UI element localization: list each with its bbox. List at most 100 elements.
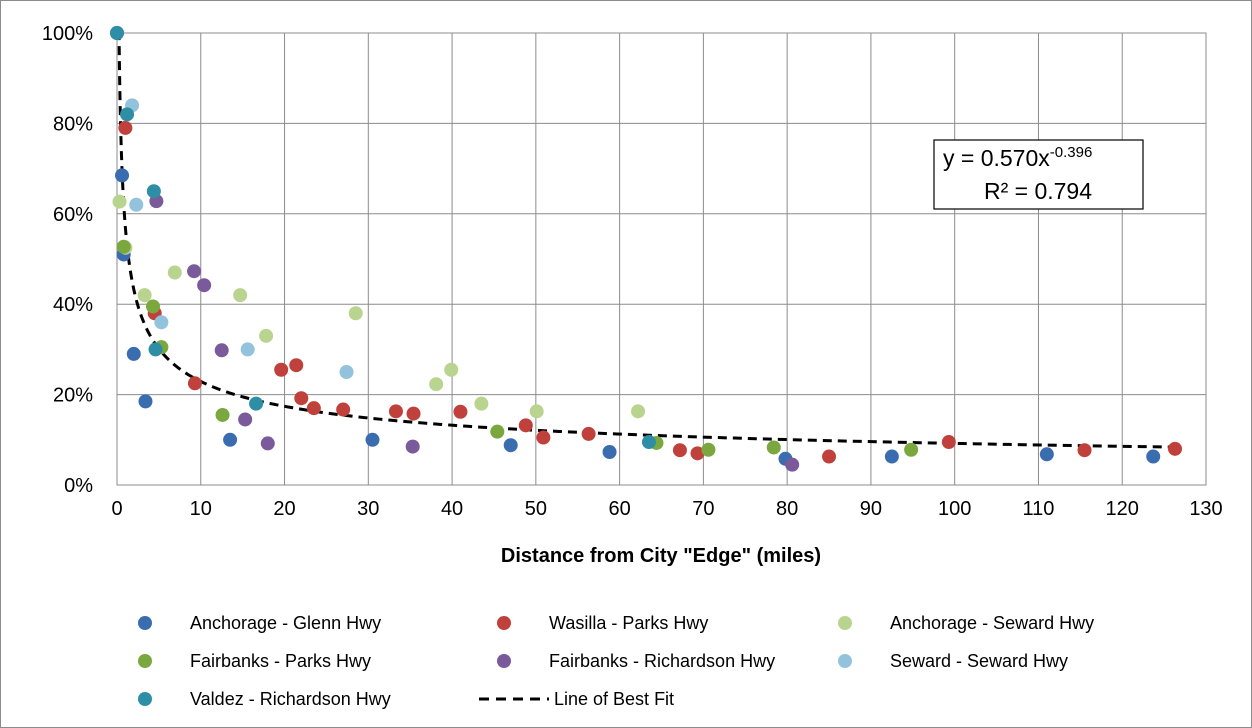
y-tick-label: 40% [53, 294, 93, 316]
point-wasilla-parks-hwy [672, 443, 687, 458]
legend-label-seward-seward-hwy: Seward - Seward Hwy [890, 651, 1068, 671]
equation-box-frame [933, 139, 1144, 210]
point-valdez-richardson-hwy [110, 26, 124, 40]
point-seward-seward-hwy [240, 342, 255, 357]
x-tick-label: 80 [776, 498, 798, 520]
point-anchorage-seward-hwy [631, 404, 646, 419]
x-tick-label: 40 [441, 498, 463, 520]
point-anchorage-glenn-hwy [138, 394, 153, 409]
point-wasilla-parks-hwy [289, 358, 304, 373]
point-wasilla-parks-hwy [294, 391, 309, 406]
point-wasilla-parks-hwy [453, 404, 468, 419]
point-seward-seward-hwy [154, 315, 169, 330]
x-tick-label: 120 [1106, 498, 1139, 520]
y-tick-label: 0% [64, 475, 93, 497]
point-wasilla-parks-hwy [536, 430, 551, 445]
point-anchorage-glenn-hwy [115, 168, 130, 183]
point-anchorage-glenn-hwy [602, 445, 617, 460]
point-fairbanks-richardson-hwy [405, 439, 420, 454]
legend-marker-wasilla-parks-hwy [497, 616, 511, 630]
plot-area [116, 32, 1207, 486]
y-tick-label: 60% [53, 204, 93, 226]
point-wasilla-parks-hwy [941, 435, 956, 450]
legend-label-valdez-richardson-hwy: Valdez - Richardson Hwy [190, 689, 391, 709]
legend: Anchorage - Glenn Hwy Wasilla - Parks Hwy… [138, 613, 1094, 709]
point-fairbanks-richardson-hwy [785, 457, 800, 472]
point-anchorage-seward-hwy [474, 396, 489, 411]
point-wasilla-parks-hwy [306, 401, 321, 416]
point-wasilla-parks-hwy [274, 362, 289, 377]
point-anchorage-glenn-hwy [1146, 449, 1161, 464]
legend-marker-anchorage-seward-hwy [838, 616, 852, 630]
point-valdez-richardson-hwy [148, 342, 163, 357]
fit-equation: y = 0.570x-0.396 [943, 144, 1092, 171]
legend-label-anchorage-glenn-hwy: Anchorage - Glenn Hwy [190, 613, 381, 633]
point-anchorage-glenn-hwy [503, 438, 518, 453]
point-valdez-richardson-hwy [120, 107, 135, 122]
point-wasilla-parks-hwy [518, 418, 533, 433]
point-anchorage-seward-hwy [167, 265, 182, 280]
point-valdez-richardson-hwy [146, 184, 161, 199]
x-tick-label: 10 [190, 498, 212, 520]
point-fairbanks-parks-hwy [116, 239, 131, 254]
point-anchorage-seward-hwy [529, 404, 544, 419]
point-fairbanks-parks-hwy [904, 442, 919, 457]
x-tick-label: 20 [273, 498, 295, 520]
point-seward-seward-hwy [339, 365, 354, 379]
legend-marker-fairbanks-richardson-hwy [497, 654, 511, 668]
x-tick-label: 0 [111, 498, 122, 520]
point-anchorage-seward-hwy [259, 328, 274, 343]
x-axis-title: Distance from City "Edge" (miles) [501, 545, 821, 567]
y-tick-label: 20% [53, 385, 93, 407]
point-anchorage-seward-hwy [348, 306, 363, 321]
legend-marker-fairbanks-parks-hwy [138, 654, 152, 668]
y-tick-label: 100% [42, 23, 93, 45]
point-anchorage-seward-hwy [429, 377, 444, 392]
x-tick-label: 70 [692, 498, 714, 520]
point-wasilla-parks-hwy [1168, 441, 1183, 456]
x-tick-label: 130 [1189, 498, 1222, 520]
point-seward-seward-hwy [129, 197, 144, 212]
point-wasilla-parks-hwy [388, 404, 403, 419]
r-squared: R² = 0.794 [984, 178, 1092, 204]
point-fairbanks-parks-hwy [146, 299, 161, 314]
point-valdez-richardson-hwy [249, 396, 264, 411]
point-wasilla-parks-hwy [1077, 443, 1092, 458]
point-anchorage-seward-hwy [112, 194, 127, 209]
legend-marker-seward-seward-hwy [838, 654, 852, 668]
point-anchorage-glenn-hwy [884, 449, 899, 464]
x-tick-label: 50 [525, 498, 547, 520]
point-anchorage-glenn-hwy [1039, 447, 1054, 462]
fit-equation-exponent: -0.396 [1050, 144, 1093, 161]
equation-box: y = 0.570x-0.396 R² = 0.794 [933, 139, 1144, 210]
point-wasilla-parks-hwy [187, 376, 202, 391]
point-wasilla-parks-hwy [406, 406, 421, 421]
point-fairbanks-richardson-hwy [187, 264, 202, 279]
point-anchorage-glenn-hwy [126, 346, 141, 361]
point-wasilla-parks-hwy [118, 120, 133, 135]
x-tick-label: 90 [860, 498, 882, 520]
point-fairbanks-parks-hwy [766, 440, 781, 455]
point-anchorage-glenn-hwy [223, 432, 238, 447]
point-fairbanks-parks-hwy [215, 407, 230, 422]
point-wasilla-parks-hwy [822, 449, 837, 464]
y-tick-label: 80% [53, 113, 93, 135]
point-fairbanks-richardson-hwy [238, 412, 253, 427]
point-wasilla-parks-hwy [581, 426, 596, 441]
x-tick-label: 110 [1023, 498, 1055, 520]
point-fairbanks-richardson-hwy [260, 436, 275, 451]
point-anchorage-seward-hwy [444, 362, 459, 377]
point-fairbanks-parks-hwy [490, 424, 505, 439]
x-tick-label: 30 [357, 498, 379, 520]
legend-label-anchorage-seward-hwy: Anchorage - Seward Hwy [890, 613, 1094, 633]
axis-ticks: 0 10 20 30 40 50 60 70 80 90 100 110 120 130 0% 20% 40% 6… [42, 23, 1223, 520]
legend-label-line-of-best-fit: Line of Best Fit [554, 689, 674, 709]
point-fairbanks-richardson-hwy [197, 278, 212, 293]
legend-label-fairbanks-parks-hwy: Fairbanks - Parks Hwy [190, 651, 371, 671]
point-fairbanks-parks-hwy [701, 442, 716, 457]
x-tick-label: 100 [938, 498, 971, 520]
data-points [110, 26, 1183, 472]
